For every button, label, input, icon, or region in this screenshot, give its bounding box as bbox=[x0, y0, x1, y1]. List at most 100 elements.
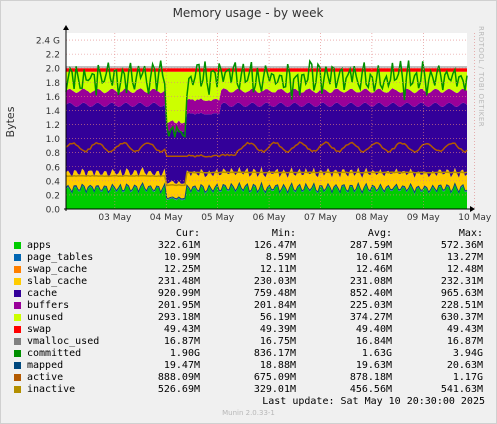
legend-value-cur: 920.99M bbox=[157, 288, 200, 299]
legend-value-cur: 293.18M bbox=[157, 312, 200, 323]
legend-value-min: 201.84M bbox=[253, 300, 296, 311]
x-tick-label: 09 May bbox=[407, 213, 441, 223]
legend-row-buffers: buffers 201.95M 201.84M 225.03M 228.51M bbox=[0, 300, 497, 312]
y-tick-label: 0.4 bbox=[46, 177, 61, 187]
legend-value-min: 49.39M bbox=[259, 324, 296, 335]
legend-value-cur: 888.09M bbox=[157, 372, 200, 383]
x-tick-label: 04 May bbox=[150, 213, 184, 223]
legend-header-cur: Cur: bbox=[175, 228, 200, 239]
legend-value-cur: 12.25M bbox=[163, 264, 200, 275]
legend-value-min: 18.88M bbox=[259, 360, 296, 371]
legend-row-vmalloc-used: vmalloc_used 16.87M 16.75M 16.84M 16.87M bbox=[0, 336, 497, 348]
x-tick-label: 06 May bbox=[253, 213, 287, 223]
legend-swatch bbox=[14, 314, 21, 321]
legend-value-cur: 231.48M bbox=[157, 276, 200, 287]
legend-series-name: inactive bbox=[27, 384, 76, 395]
legend-value-max: 232.31M bbox=[440, 276, 483, 287]
legend-series-name: slab_cache bbox=[27, 276, 88, 287]
legend-swatch bbox=[14, 302, 21, 309]
legend-value-max: 541.63M bbox=[440, 384, 483, 395]
legend-value-avg: 225.03M bbox=[349, 300, 392, 311]
rrdtool-credit: RRDTOOL / TOBI OETIKER bbox=[477, 26, 485, 128]
y-tick-label: 2.2 bbox=[46, 51, 60, 61]
line-active bbox=[65, 141, 468, 158]
line-committed bbox=[65, 59, 468, 139]
legend-value-min: 759.48M bbox=[253, 288, 296, 299]
legend-value-avg: 12.46M bbox=[355, 264, 392, 275]
x-tick-label: 03 May bbox=[98, 213, 132, 223]
legend-value-cur: 526.69M bbox=[157, 384, 200, 395]
legend-series-name: unused bbox=[27, 312, 64, 323]
legend-swatch bbox=[14, 350, 21, 357]
legend-value-max: 16.87M bbox=[446, 336, 483, 347]
legend-header-max: Max: bbox=[458, 228, 483, 239]
y-tick-label: 1.4 bbox=[46, 107, 61, 117]
legend-row-committed: committed 1.90G 836.17M 1.63G 3.94G bbox=[0, 348, 497, 360]
legend-value-avg: 49.40M bbox=[355, 324, 392, 335]
legend-value-max: 572.36M bbox=[440, 240, 483, 251]
legend-series-name: cache bbox=[27, 288, 58, 299]
legend-value-cur: 201.95M bbox=[157, 300, 200, 311]
x-axis-arrow bbox=[470, 206, 475, 212]
legend-value-avg: 10.61M bbox=[355, 252, 392, 263]
y-axis-arrow bbox=[63, 25, 69, 30]
legend-header-row: Cur: Min: Avg: Max: bbox=[0, 228, 497, 240]
legend-value-max: 965.63M bbox=[440, 288, 483, 299]
legend-header-min: Min: bbox=[271, 228, 296, 239]
legend-value-avg: 19.63M bbox=[355, 360, 392, 371]
chart-title: Memory usage - by week bbox=[173, 6, 324, 20]
legend-value-min: 126.47M bbox=[253, 240, 296, 251]
y-tick-label: 0.6 bbox=[46, 163, 61, 173]
legend-value-max: 3.94G bbox=[452, 348, 483, 359]
legend-value-min: 329.01M bbox=[253, 384, 296, 395]
legend-value-max: 630.37M bbox=[440, 312, 483, 323]
legend-row-cache: cache 920.99M 759.48M 852.40M 965.63M bbox=[0, 288, 497, 300]
legend-value-avg: 1.63G bbox=[361, 348, 392, 359]
legend-series-name: apps bbox=[27, 240, 52, 251]
legend-value-avg: 456.56M bbox=[349, 384, 392, 395]
legend-value-max: 20.63M bbox=[446, 360, 483, 371]
legend-value-min: 8.59M bbox=[265, 252, 296, 263]
axes: 0.0 0.2 0.4 0.6 0.8 1.0 1.2 1.4 1.6 1.8 2.0 2.2 2.4 … bbox=[36, 25, 492, 223]
grid bbox=[66, 33, 476, 210]
y-tick-label: 2.0 bbox=[46, 65, 61, 75]
legend-row-mapped: mapped 19.47M 18.88M 19.63M 20.63M bbox=[0, 360, 497, 372]
legend-row-inactive: inactive 526.69M 329.01M 456.56M 541.63M bbox=[0, 384, 497, 396]
legend-value-min: 12.11M bbox=[259, 264, 296, 275]
legend-value-avg: 287.59M bbox=[349, 240, 392, 251]
line-mapped bbox=[65, 181, 468, 200]
legend-swatch bbox=[14, 338, 21, 345]
legend-value-max: 228.51M bbox=[440, 300, 483, 311]
x-tick-label: 05 May bbox=[201, 213, 235, 223]
area-apps bbox=[66, 184, 467, 209]
legend-value-cur: 1.90G bbox=[169, 348, 200, 359]
legend-series-name: active bbox=[27, 372, 64, 383]
legend-value-min: 675.09M bbox=[253, 372, 296, 383]
y-tick-label: 2.4 G bbox=[36, 37, 60, 47]
y-tick-label: 0.0 bbox=[46, 206, 61, 216]
line-inactive bbox=[65, 171, 468, 187]
legend-value-min: 836.17M bbox=[253, 348, 296, 359]
legend-series-name: swap bbox=[27, 324, 52, 335]
y-axis-label: Bytes bbox=[4, 106, 17, 137]
legend-value-cur: 49.43M bbox=[163, 324, 200, 335]
legend-swatch bbox=[14, 362, 21, 369]
legend-value-max: 12.48M bbox=[446, 264, 483, 275]
legend-value-avg: 231.08M bbox=[349, 276, 392, 287]
legend-row-unused: unused 293.18M 56.19M 374.27M 630.37M bbox=[0, 312, 497, 324]
legend-series-name: swap_cache bbox=[27, 264, 88, 275]
legend-value-cur: 19.47M bbox=[163, 360, 200, 371]
area-cache bbox=[66, 102, 467, 184]
x-tick-label: 08 May bbox=[355, 213, 389, 223]
legend-value-avg: 374.27M bbox=[349, 312, 392, 323]
x-tick-label: 07 May bbox=[304, 213, 338, 223]
legend-value-max: 13.27M bbox=[446, 252, 483, 263]
area-slab-cache bbox=[66, 166, 467, 199]
legend-swatch bbox=[14, 266, 21, 273]
legend-value-max: 49.43M bbox=[446, 324, 483, 335]
legend-value-min: 230.03M bbox=[253, 276, 296, 287]
legend-series-name: mapped bbox=[27, 360, 64, 371]
legend-row-page-tables: page_tables 10.99M 8.59M 10.61M 13.27M bbox=[0, 252, 497, 264]
munin-version: Munin 2.0.33-1 bbox=[222, 409, 275, 417]
